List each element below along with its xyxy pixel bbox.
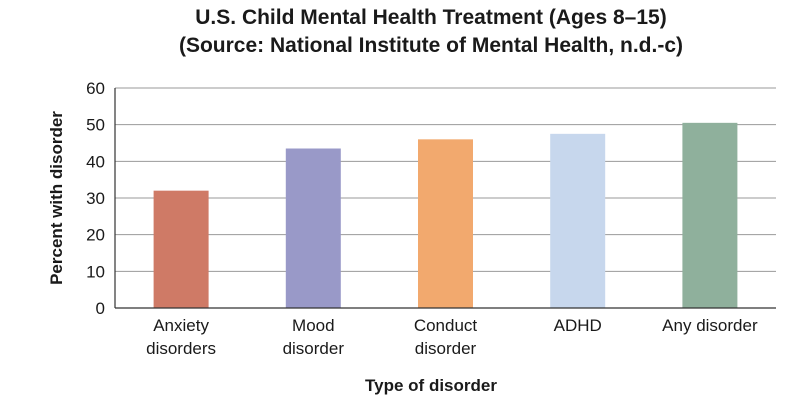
y-tick-label: 0: [96, 299, 105, 318]
y-tick-label: 40: [86, 152, 105, 171]
bar: [285, 148, 341, 308]
bar: [153, 190, 209, 308]
x-tick-labels: Anxiety disorders Mood disorder Conduct disor…: [146, 316, 758, 358]
bar: [418, 139, 473, 308]
bar: [550, 133, 606, 308]
x-tick-label: ADHD: [554, 316, 602, 335]
x-tick-label: Conduct disorder: [414, 316, 478, 358]
y-tick-label: 30: [86, 189, 105, 208]
axes: [114, 88, 776, 309]
y-tick-label: 50: [86, 116, 105, 135]
x-tick-label: Anxiety disorders: [146, 316, 216, 358]
y-tick-label: 10: [86, 262, 105, 281]
y-tick-label: 20: [86, 226, 105, 245]
chart-subtitle: (Source: National Institute of Mental He…: [179, 34, 683, 57]
x-tick-label: Any disorder: [662, 316, 758, 335]
y-tick-labels: 0 10 20 30 40 50 60: [86, 79, 105, 318]
x-tick-label: Mood disorder: [283, 316, 345, 358]
chart-title: U.S. Child Mental Health Treatment (Ages…: [195, 6, 666, 29]
bar: [682, 122, 738, 308]
x-axis-title: Type of disorder: [365, 376, 497, 395]
bars: [153, 122, 738, 308]
y-tick-label: 60: [86, 79, 105, 98]
y-axis-title: Percent with disorder: [47, 111, 66, 285]
